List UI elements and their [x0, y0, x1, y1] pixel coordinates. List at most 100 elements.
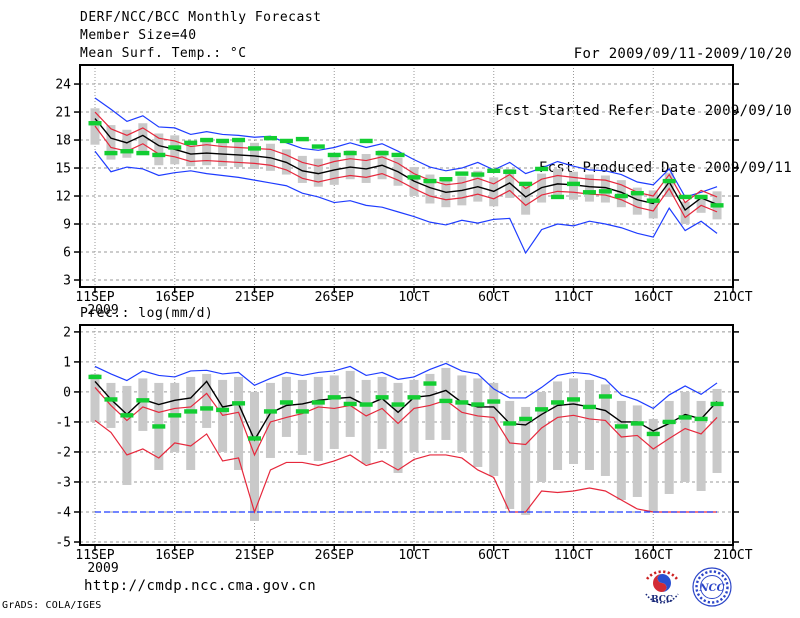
- x-tick-label: 26SEP: [315, 548, 354, 563]
- observation-marker: [567, 397, 580, 402]
- observation-marker: [598, 394, 612, 399]
- spread-bar: [648, 418, 658, 512]
- ensemble-mean-line: [94, 380, 718, 442]
- observation-marker: [407, 175, 421, 180]
- spread-bar: [584, 379, 594, 470]
- observation-marker: [263, 135, 277, 141]
- spread-bar: [473, 378, 483, 467]
- spread-bar: [345, 150, 355, 180]
- spread-bar: [297, 379, 307, 455]
- ncc-logo-label: NCC: [698, 583, 724, 594]
- observation-marker: [295, 409, 309, 414]
- y-tick-label: 0: [63, 385, 71, 400]
- member-size-label: Member Size=40: [80, 28, 197, 43]
- observation-marker: [136, 150, 150, 156]
- x-tick-label: 1OCT: [398, 290, 429, 305]
- observation-marker: [343, 150, 357, 156]
- spread-bar: [122, 129, 132, 158]
- observation-marker: [184, 140, 198, 146]
- observation-marker: [455, 171, 469, 176]
- spread-bar: [600, 175, 610, 203]
- observation-marker: [567, 181, 580, 187]
- observation-marker: [646, 198, 660, 203]
- observation-marker: [678, 415, 692, 420]
- y-tick-label: -5: [55, 535, 71, 550]
- spread-bar: [632, 405, 642, 497]
- y-tick-label: 1: [63, 355, 71, 370]
- plot-frame: [79, 324, 734, 546]
- x-tick-label: 11OCT: [554, 290, 593, 305]
- spread-bar: [680, 391, 690, 482]
- observation-marker: [152, 152, 166, 158]
- prec-var-label: Prec.: log(mm/d): [80, 306, 214, 321]
- temp-var-label: Mean Surf. Temp.: °C: [80, 46, 247, 61]
- x-year-label: 2009: [87, 561, 118, 576]
- spread-bar: [537, 391, 547, 482]
- observation-marker: [343, 401, 357, 407]
- bcc-logo-bottom-arc: [645, 593, 679, 604]
- observation-marker: [662, 178, 676, 184]
- observation-marker: [646, 431, 660, 437]
- spread-bar: [696, 195, 706, 213]
- spread-bar: [569, 378, 578, 464]
- observation-marker: [136, 398, 150, 403]
- spread-bar: [489, 382, 499, 476]
- ncc-logo: NCC: [692, 567, 732, 607]
- bcc-logo-blue-swirl: [657, 574, 671, 592]
- spread-bar: [632, 187, 642, 215]
- spread-bar: [521, 182, 531, 215]
- bcc-logo-red-swirl: [653, 574, 667, 592]
- observation-marker: [359, 138, 373, 144]
- y-tick-label: 21: [55, 106, 71, 121]
- observation-marker: [216, 138, 230, 144]
- y-tick-label: -1: [55, 415, 71, 430]
- spread-bar: [664, 400, 674, 494]
- spread-bar: [680, 201, 690, 225]
- spread-bar: [409, 379, 419, 452]
- y-tick-label: 9: [63, 218, 71, 233]
- observation-marker: [551, 194, 565, 200]
- ensemble-max-line: [94, 362, 718, 410]
- x-tick-label: 26SEP: [315, 290, 354, 305]
- observation-marker: [678, 194, 692, 200]
- ncc-logo-inner-ring: [700, 575, 724, 599]
- observation-marker: [295, 136, 309, 142]
- y-tick-label: 2: [63, 325, 71, 340]
- observation-marker: [503, 169, 517, 174]
- observation-marker: [551, 400, 565, 405]
- observation-marker: [327, 152, 341, 158]
- spread-bar: [553, 381, 563, 470]
- refer-date-label: Fcst Started Refer Date 2009/09/10: [495, 103, 792, 119]
- spread-bar: [664, 172, 674, 197]
- spread-bar: [712, 388, 722, 473]
- spread-bar: [122, 385, 132, 485]
- observation-marker: [120, 149, 134, 154]
- spread-bar: [696, 400, 706, 491]
- y-tick-label: -4: [55, 505, 71, 520]
- observation-marker: [375, 395, 389, 400]
- x-tick-label: 6OCT: [478, 548, 509, 563]
- observation-marker: [152, 424, 166, 429]
- x-tick-label: 11SEP: [75, 290, 114, 305]
- observation-marker: [630, 421, 644, 426]
- spread-bar: [202, 139, 212, 166]
- observation-marker: [582, 190, 596, 195]
- grads-credit: GrADS: COLA/IGES: [2, 600, 102, 611]
- spread-bar: [281, 376, 291, 437]
- observation-marker: [710, 203, 724, 208]
- x-tick-label: 21OCT: [713, 290, 752, 305]
- lower-spread-line: [94, 125, 718, 219]
- x-tick-label: 21OCT: [713, 548, 752, 563]
- x-year-label: 2009: [87, 303, 118, 318]
- x-tick-label: 6OCT: [478, 290, 509, 305]
- observation-marker: [327, 395, 341, 400]
- spread-bar: [377, 376, 387, 449]
- observation-marker: [200, 406, 214, 411]
- observation-marker: [614, 193, 628, 199]
- x-tick-label: 21SEP: [235, 548, 274, 563]
- spread-bar: [441, 367, 451, 440]
- observation-marker: [662, 419, 676, 425]
